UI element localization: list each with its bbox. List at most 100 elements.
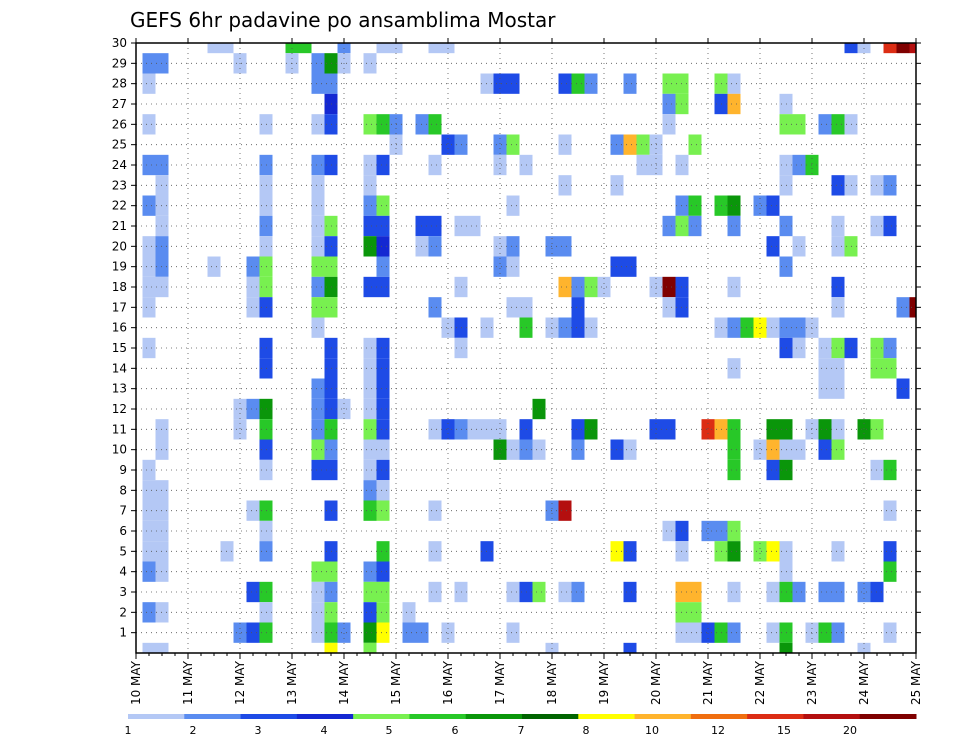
heatmap-cell: [142, 561, 156, 582]
heatmap-cell: [246, 276, 260, 298]
heatmap-cell: [831, 358, 845, 379]
heatmap-cell: [311, 622, 325, 643]
heatmap-cell: [571, 419, 585, 440]
x-tick-label: 12 MAY: [233, 660, 247, 705]
heatmap-cell: [376, 358, 390, 379]
heatmap-cell: [727, 317, 741, 338]
heatmap-cell: [831, 297, 845, 318]
heatmap-cell: [142, 541, 156, 562]
heatmap-cell: [662, 215, 676, 237]
heatmap-cell: [558, 134, 572, 155]
heatmap-cell: [506, 439, 520, 460]
heatmap-cell: [831, 439, 845, 460]
heatmap-cell: [701, 520, 715, 542]
heatmap-cell: [558, 500, 572, 521]
heatmap-cell: [376, 215, 390, 237]
heatmap-cell: [545, 642, 559, 653]
heatmap-cell: [311, 317, 325, 338]
heatmap-cell: [363, 439, 377, 460]
heatmap-cell: [376, 459, 390, 481]
heatmap-cell: [428, 419, 442, 440]
heatmap-cell: [493, 236, 507, 257]
heatmap-cell: [142, 459, 156, 481]
heatmap-cell: [727, 622, 741, 643]
y-tick-label: 16: [112, 321, 127, 335]
heatmap-cell: [623, 73, 637, 94]
heatmap-cell: [831, 622, 845, 643]
y-tick-label: 15: [112, 341, 127, 355]
heatmap-cell: [623, 256, 637, 277]
heatmap-cell: [753, 541, 767, 562]
heatmap-cell: [506, 134, 520, 155]
heatmap-cell: [428, 297, 442, 318]
heatmap-cell: [753, 195, 767, 216]
colorbar-swatch: [353, 714, 410, 719]
heatmap-cell: [883, 215, 897, 237]
heatmap-cell: [376, 602, 390, 623]
heatmap-cell: [363, 276, 377, 298]
y-tick-label: 19: [112, 260, 127, 274]
heatmap-cell: [818, 337, 832, 359]
heatmap-cell: [766, 541, 780, 562]
heatmap-cell: [727, 459, 741, 481]
heatmap-cell: [766, 439, 780, 460]
heatmap-cell: [376, 541, 390, 562]
heatmap-cell: [142, 642, 156, 653]
y-tick-label: 7: [119, 504, 127, 518]
y-tick-label: 5: [119, 544, 127, 558]
heatmap-cell: [909, 297, 916, 318]
heatmap-cell: [883, 358, 897, 379]
heatmap-cell: [766, 622, 780, 643]
heatmap-cell: [857, 419, 871, 440]
heatmap-cell: [662, 297, 676, 318]
heatmap-cell: [142, 337, 156, 359]
heatmap-cell: [363, 53, 377, 74]
y-tick-label: 24: [112, 158, 127, 172]
y-tick-label: 27: [112, 97, 127, 111]
heatmap-cell: [831, 581, 845, 603]
heatmap-cell: [818, 581, 832, 603]
heatmap-cell: [662, 73, 676, 94]
heatmap-cell: [506, 256, 520, 277]
heatmap-cell: [506, 581, 520, 603]
colorbar-label: 2: [190, 724, 197, 737]
colorbar-swatch: [184, 714, 242, 719]
colorbar-label: 20: [843, 724, 857, 737]
heatmap-cell: [246, 297, 260, 318]
x-tick-label: 11 MAY: [181, 660, 195, 705]
heatmap-cell: [363, 642, 377, 653]
heatmap-cell: [792, 581, 806, 603]
heatmap-cell: [376, 419, 390, 440]
heatmap-cell: [831, 114, 845, 135]
heatmap-cell: [766, 195, 780, 216]
colorbar-swatch: [522, 714, 579, 719]
heatmap-cell: [142, 602, 156, 623]
heatmap-cell: [506, 622, 520, 643]
heatmap-cell: [311, 215, 325, 237]
heatmap-cell: [493, 256, 507, 277]
heatmap-cell: [727, 581, 741, 603]
y-tick-label: 12: [112, 402, 127, 416]
heatmap-cell: [506, 195, 520, 216]
heatmap-cell: [766, 459, 780, 481]
heatmap-cell: [532, 398, 546, 420]
heatmap-cell: [831, 215, 845, 237]
heatmap-cell: [376, 398, 390, 420]
heatmap-cell: [363, 398, 377, 420]
heatmap-cell: [571, 276, 585, 298]
heatmap-cell: [311, 561, 325, 582]
heatmap-cell: [142, 73, 156, 94]
y-tick-label: 6: [119, 524, 127, 538]
heatmap-cell: [311, 236, 325, 257]
x-tick-label: 17 MAY: [493, 660, 507, 705]
heatmap-cell: [311, 297, 325, 318]
heatmap-cell: [597, 276, 611, 298]
heatmap-cell: [441, 419, 455, 440]
heatmap-cell: [857, 581, 871, 603]
heatmap-cell: [532, 581, 546, 603]
y-tick-label: 25: [112, 138, 127, 152]
heatmap-cell: [493, 134, 507, 155]
heatmap-cell: [376, 337, 390, 359]
x-tick-label: 16 MAY: [441, 660, 455, 705]
heatmap-cell: [376, 195, 390, 216]
